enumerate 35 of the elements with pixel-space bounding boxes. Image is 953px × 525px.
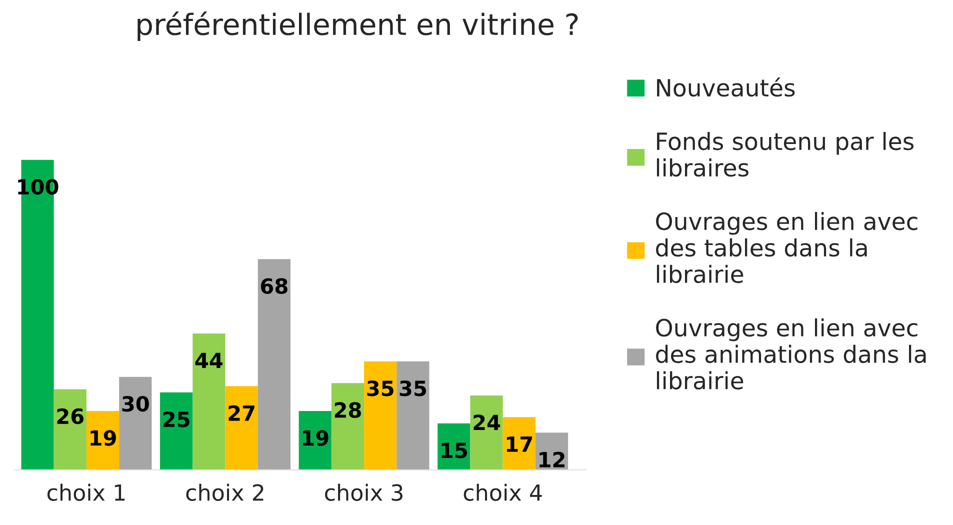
- x-tick-label: choix 2: [186, 484, 264, 501]
- x-tick-label: choix 1: [47, 484, 125, 501]
- x-tick-label: choix 4: [464, 484, 542, 501]
- data-label: 24: [474, 414, 500, 430]
- legend-label: Nouveautés: [657, 77, 795, 97]
- bar: [119, 376, 152, 470]
- legend-label: Ouvrages en lien avec des tables dans la librairie: [656, 212, 918, 284]
- bar: [331, 383, 364, 470]
- data-label: 17: [506, 436, 532, 452]
- data-label: 35: [367, 380, 394, 396]
- data-label: 25: [163, 411, 190, 428]
- legend-label: Fonds soutenu par les libraires: [656, 132, 914, 177]
- bar: [364, 361, 397, 470]
- bar: [502, 417, 536, 470]
- data-label: 19: [90, 430, 116, 446]
- bar: [54, 389, 86, 470]
- data-label: 27: [228, 405, 254, 421]
- data-label: 30: [122, 396, 149, 412]
- bar: [396, 361, 430, 470]
- data-label: 28: [334, 402, 361, 418]
- data-label: 26: [57, 408, 84, 424]
- bar: [160, 392, 193, 470]
- bar: [225, 386, 258, 470]
- bar: [192, 333, 226, 470]
- data-label: 68: [260, 278, 288, 294]
- bar: [470, 395, 503, 470]
- data-label: 19: [302, 430, 328, 446]
- data-label: 44: [195, 352, 222, 368]
- data-label: 35: [400, 380, 426, 396]
- chart-title: préférentiellement en vitrine ?: [138, 12, 578, 41]
- data-label: 12: [540, 452, 564, 468]
- data-label: 15: [442, 442, 467, 458]
- bar: [258, 259, 290, 470]
- legend-label: Ouvrages en lien avec des animations dans la librairie: [656, 318, 926, 390]
- x-tick-label: choix 3: [325, 484, 402, 501]
